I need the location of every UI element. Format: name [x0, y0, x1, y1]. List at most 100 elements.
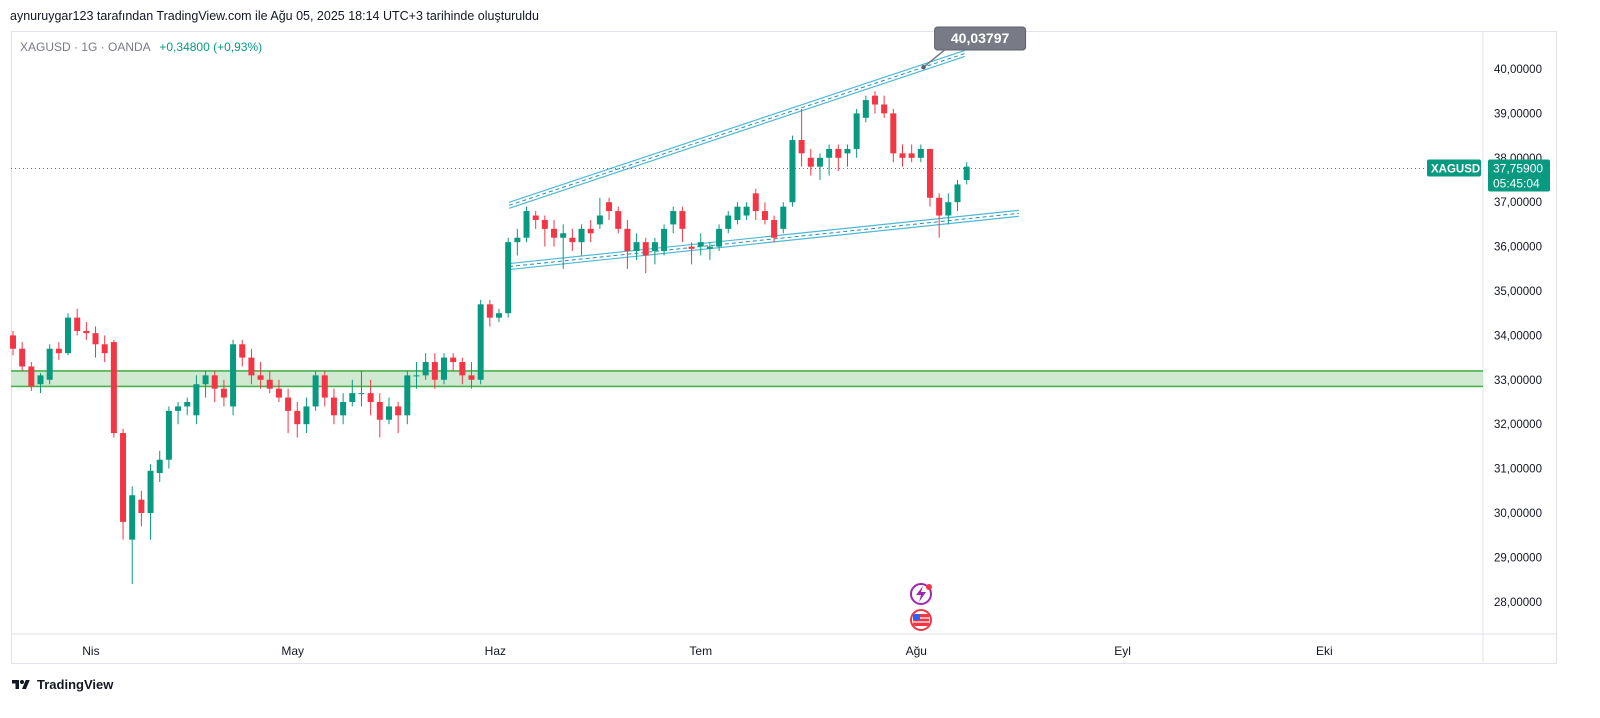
candle-body: [532, 215, 539, 220]
candle-body: [725, 215, 732, 229]
candle: [110, 339, 117, 438]
candle: [661, 224, 668, 256]
candle: [440, 353, 447, 385]
candle-body: [202, 375, 209, 385]
candle-body: [92, 333, 99, 345]
candle: [367, 379, 374, 416]
candle: [376, 393, 383, 438]
support-zone[interactable]: [11, 370, 1483, 388]
candle: [945, 193, 952, 225]
candle: [560, 224, 567, 269]
annotation-callout[interactable]: 40,03797: [921, 26, 1027, 70]
ticker-label: XAGUSD: [1431, 164, 1480, 176]
candle: [285, 388, 292, 434]
annotation-stem: [923, 49, 946, 68]
candle-body: [193, 384, 200, 416]
channel-upper-line-outer-top: [508, 49, 966, 203]
candle-body: [661, 228, 668, 252]
candle-body: [285, 397, 292, 411]
candle: [624, 219, 631, 269]
earnings-event-icon[interactable]: [910, 583, 932, 605]
candle-body: [514, 237, 521, 243]
candle: [101, 335, 108, 363]
candle-body: [46, 348, 53, 380]
candle-body: [239, 344, 246, 358]
candle-body: [606, 202, 613, 212]
candle-body: [330, 397, 337, 416]
candle: [881, 95, 888, 118]
candle: [239, 339, 246, 367]
price-tick-label: 36,00000: [1494, 242, 1542, 254]
candle-body: [395, 406, 402, 416]
price-tick-label: 35,00000: [1494, 286, 1542, 298]
candle: [697, 233, 704, 256]
candle-body: [266, 379, 273, 389]
candle-body: [927, 148, 933, 198]
candle: [807, 148, 814, 176]
price-tick-label: 39,00000: [1494, 108, 1542, 120]
candle: [147, 464, 154, 540]
candle-body: [165, 410, 172, 460]
candle-body: [220, 388, 227, 398]
candle: [963, 162, 970, 185]
candle: [46, 344, 53, 385]
time-tick-label: Haz: [485, 644, 506, 658]
candle-body: [587, 228, 594, 234]
candle: [477, 299, 484, 385]
candle-body: [541, 219, 548, 229]
event-icons[interactable]: [910, 583, 932, 631]
candle: [120, 428, 127, 540]
candle-body: [670, 211, 677, 225]
candle: [844, 144, 851, 167]
candle: [798, 108, 805, 167]
candle-body: [862, 100, 869, 118]
candle: [789, 135, 796, 207]
candle-body: [450, 357, 457, 363]
candle: [413, 362, 420, 389]
candle: [156, 450, 163, 482]
economic-event-icon[interactable]: [910, 609, 932, 631]
candle: [294, 402, 301, 438]
candle-body: [697, 242, 704, 247]
candle: [248, 348, 255, 385]
candle: [927, 148, 933, 207]
candle-body: [257, 375, 264, 380]
channel-lower-line[interactable]: [509, 209, 1020, 271]
candle: [633, 233, 640, 260]
rising-channel[interactable]: [508, 49, 1020, 271]
candle-body: [74, 317, 81, 331]
candle: [129, 486, 136, 585]
candle: [28, 362, 35, 391]
candle-body: [10, 335, 16, 349]
candle-body: [734, 206, 741, 220]
candle-body: [303, 406, 310, 425]
candle: [422, 353, 429, 380]
candle-body: [28, 366, 35, 387]
candle: [10, 330, 16, 356]
price-tick-label: 31,00000: [1494, 464, 1542, 476]
candle-body: [551, 228, 558, 238]
candle: [450, 353, 457, 371]
candle-body: [761, 211, 768, 220]
candle: [65, 313, 72, 356]
channel-upper-line[interactable]: [508, 49, 966, 209]
candle: [330, 388, 337, 425]
candle-body: [101, 344, 108, 354]
candle: [816, 153, 823, 180]
time-tick-label: Eyl: [1114, 644, 1131, 658]
candle-body: [936, 197, 943, 216]
ticker-badge: [1427, 159, 1481, 177]
candle: [541, 215, 548, 247]
candle-body: [175, 406, 182, 411]
candle-body: [560, 233, 567, 238]
candle-body: [798, 140, 805, 154]
candle: [431, 353, 438, 389]
zone-fill: [11, 370, 1483, 387]
candle-body: [376, 402, 383, 420]
tradingview-logo[interactable]: TradingView: [10, 677, 113, 692]
symbol-name: XAGUSD · 1G · OANDA: [20, 40, 151, 54]
candle-body: [633, 242, 640, 252]
candle: [771, 215, 778, 243]
candle: [523, 206, 530, 243]
